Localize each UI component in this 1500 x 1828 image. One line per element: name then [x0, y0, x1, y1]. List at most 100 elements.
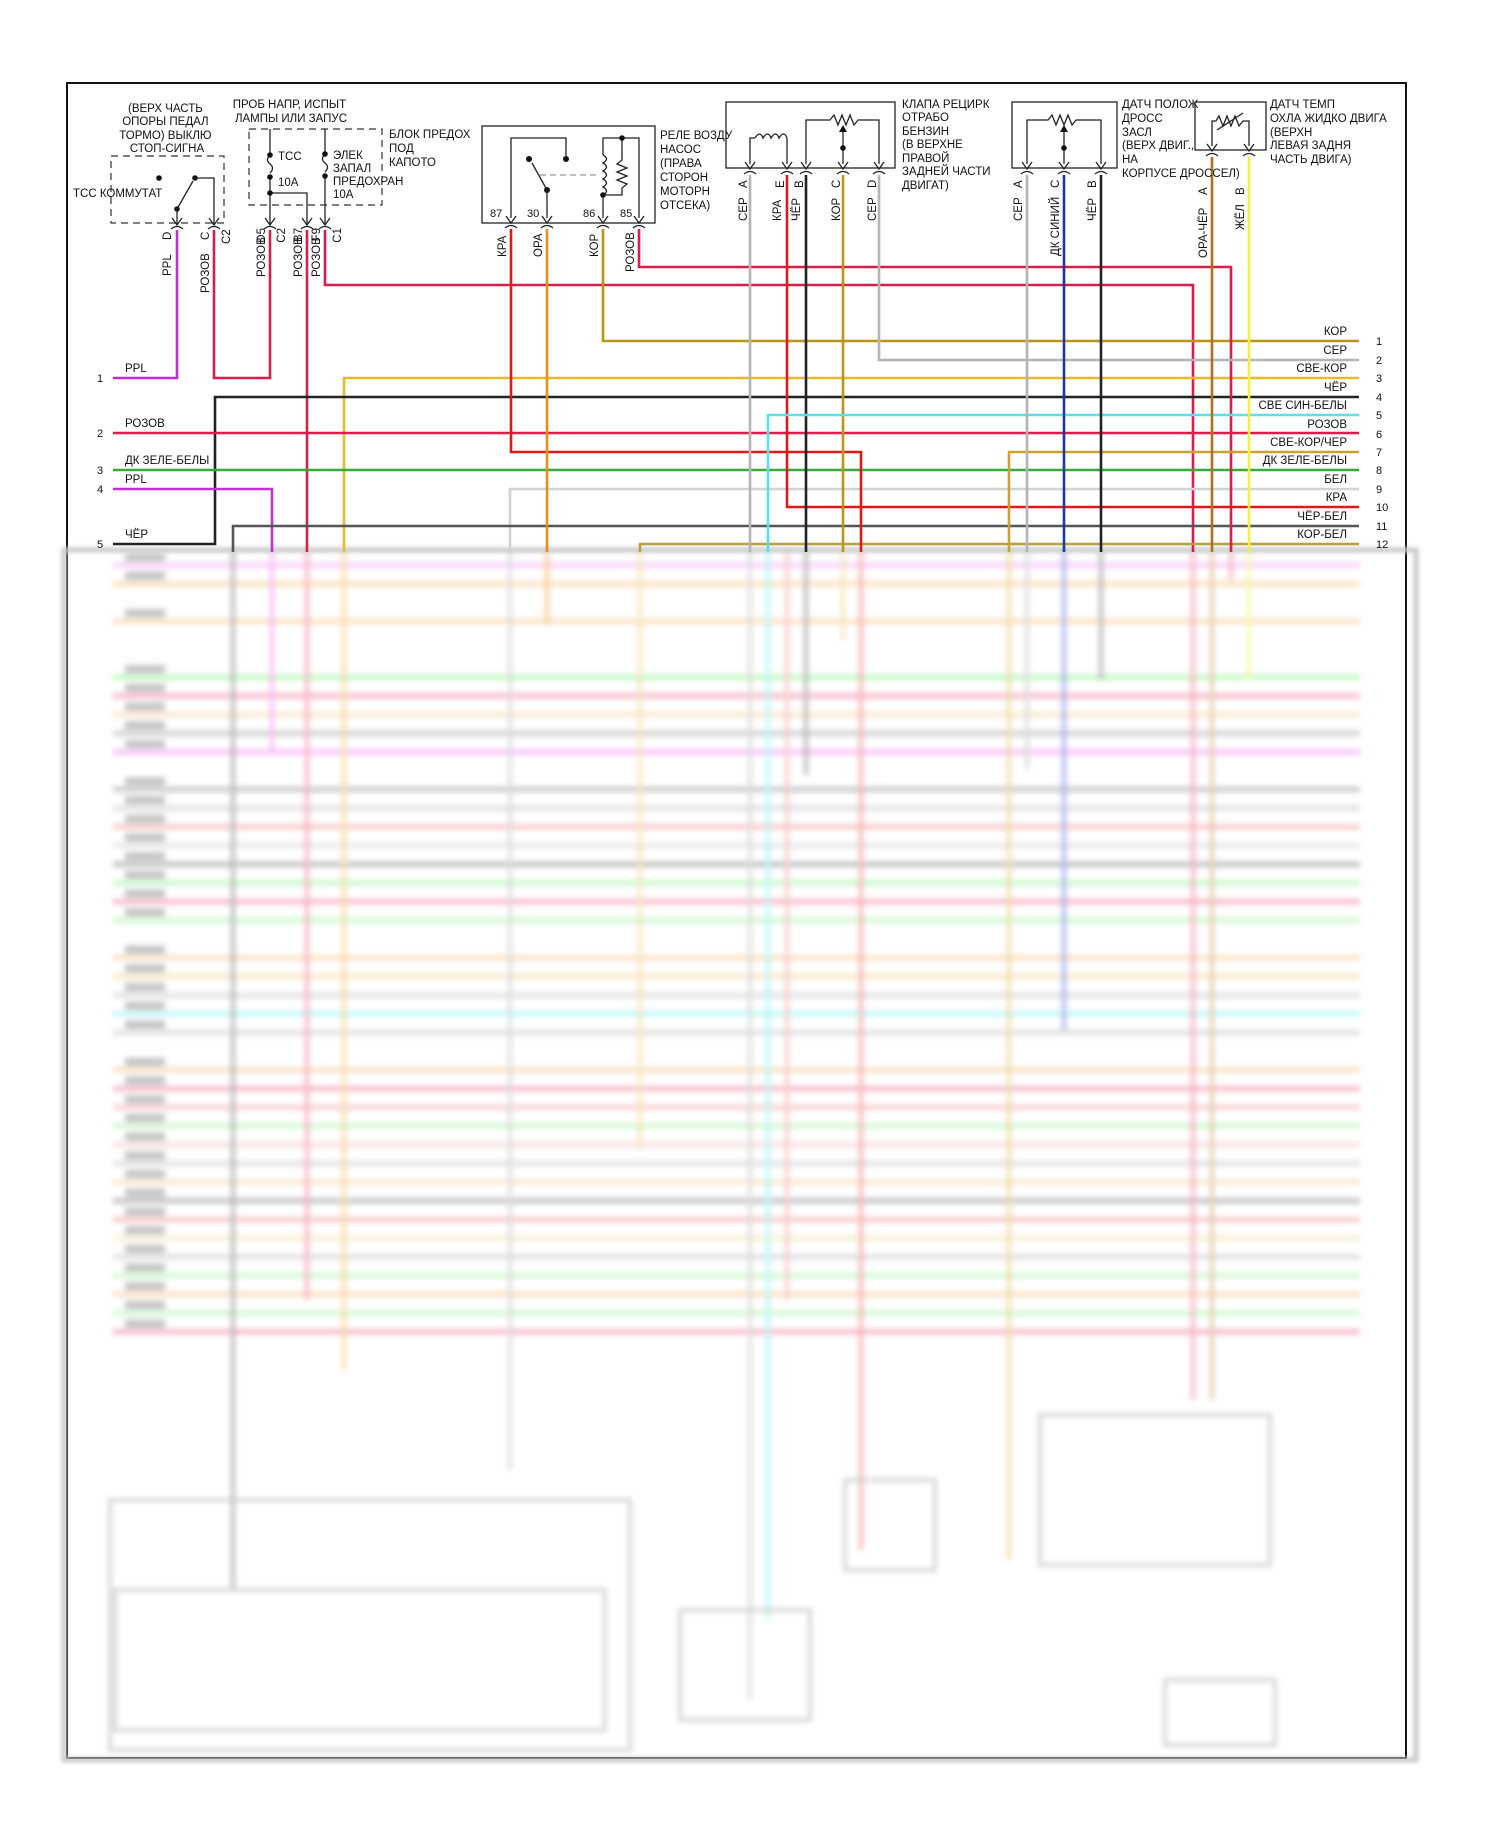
- wire-label: ДК СИНИЙ: [1049, 197, 1062, 256]
- connector-wire-label: РОЗОВ: [1307, 419, 1347, 431]
- connector-pin-number: 1: [97, 373, 103, 385]
- connector-pin-number: 7: [1376, 447, 1382, 459]
- wire: [1007, 450, 1359, 552]
- wire-label: СЕР: [738, 197, 750, 221]
- connector-pin-number: 3: [97, 465, 103, 477]
- potentiometer-icon: [1026, 113, 1102, 164]
- blurred-label: [125, 1095, 165, 1104]
- pin-a: A: [738, 180, 750, 188]
- connector-pin-number: 4: [1376, 392, 1382, 404]
- blurred-label: [125, 553, 165, 561]
- connector-wire-label: СВЕ-КОР: [1296, 363, 1347, 375]
- pin-b: B: [1235, 187, 1247, 195]
- blurred-label: [125, 983, 165, 992]
- blurred-label: [125, 1226, 165, 1235]
- fuse-tcc-rating: 10А: [278, 177, 299, 189]
- pin-c1: C1: [332, 228, 344, 243]
- wire: [877, 175, 1359, 362]
- blurred-component: [678, 1608, 812, 1722]
- wire: [601, 229, 1359, 343]
- air-pump-relay: 87 30 86 85 РЕЛЕ ВОЗДУ НАСОС (ПРАВА СТОР…: [481, 125, 735, 272]
- blurred-label: [125, 1001, 165, 1010]
- blurred-label: [125, 571, 165, 580]
- connector-wire-label: КРА: [1326, 492, 1348, 504]
- blurred-label: [125, 1114, 165, 1122]
- egr-valve-name: КЛАПА РЕЦИРК ОТРАБО БЕНЗИН (В ВЕРХНЕ ПРА…: [902, 99, 994, 192]
- wire: [766, 413, 1359, 552]
- blurred-label: [125, 702, 165, 711]
- right-connector: КОР 1 СЕР 2 СВЕ-КОР 3 ЧЁР 4 СВЕ СИН-БЕЛЫ 5 РОЗОВ 6 С…: [1259, 326, 1389, 551]
- wire-label: ЖЁЛ: [1235, 204, 1247, 230]
- connector-wire-label: ЧЁР: [1324, 382, 1347, 394]
- wire-label: РОЗОВ: [200, 253, 212, 293]
- tcc-switch-title: (ВЕРХ ЧАСТЬ ОПОРЫ ПЕДАЛ ТОРМО) ВЫКЛЮ СТО…: [119, 103, 214, 155]
- wire: [113, 487, 274, 552]
- connector-wire-label: ЧЁР: [125, 529, 148, 541]
- wire-label: ОРА-ЧЁР: [1198, 207, 1210, 258]
- blurred-label: [125, 964, 165, 973]
- pin-d: D: [867, 180, 879, 188]
- wires: [113, 157, 1359, 552]
- wire-label: РОЗОВ: [625, 232, 637, 272]
- connector-pin-number: 11: [1376, 521, 1387, 533]
- blurred-label: [125, 945, 165, 954]
- blurred-label: [125, 777, 165, 786]
- pin-30: 30: [527, 208, 539, 220]
- left-connector: 1 PPL 2 РОЗОВ 3 ДК ЗЕЛЕ-БЕЛЫ 4 PPL 5 ЧЁР: [97, 363, 209, 551]
- wire: [342, 376, 1359, 552]
- relay-name: РЕЛЕ ВОЗДУ НАСОС (ПРАВА СТОРОН МОТОРН ОТ…: [660, 130, 735, 212]
- wire-label: КРА: [772, 199, 784, 221]
- wire: [212, 230, 272, 380]
- connector-pin-number: 6: [1376, 429, 1382, 441]
- wire-label: ОРА: [533, 233, 545, 257]
- fuse-tcc-label: ТСС: [278, 151, 302, 163]
- blurred-label: [125, 609, 165, 618]
- blurred-label: [125, 1282, 165, 1291]
- blurred-label: [125, 1207, 165, 1216]
- underhood-fuse-block: ПРОБ НАПР, ИСПЫТ ЛАМПЫ ИЛИ ЗАПУС БЛОК ПР…: [233, 99, 474, 277]
- wire-label: РОЗОВ: [256, 237, 268, 277]
- blurred-label: [125, 889, 165, 898]
- blurred-label: [125, 1020, 165, 1029]
- blurred-label: [125, 1301, 165, 1309]
- connector-pin-number: 5: [97, 539, 103, 551]
- wire: [113, 230, 179, 380]
- relay-contact-icon: [531, 162, 548, 191]
- blurred-lower-diagram: [108, 550, 1360, 1752]
- connector-wire-label: PPL: [125, 474, 147, 486]
- resistor-icon: [603, 138, 629, 196]
- connector-wire-label: РОЗОВ: [125, 418, 165, 430]
- connector-wire-label: СВЕ-КОР/ЧЕР: [1270, 437, 1347, 449]
- relay-coil-icon: [601, 154, 608, 196]
- switch-contact-icon: [176, 180, 194, 210]
- blurred-label: [125, 796, 165, 805]
- fuse-ign-label: ЭЛЕК ЗАПАЛ ПРЕДОХРАН 10А: [333, 150, 407, 201]
- connector-wire-label: ДК ЗЕЛЕ-БЕЛЫ: [125, 455, 209, 467]
- wire: [508, 487, 1359, 552]
- blurred-component: [843, 1478, 937, 1572]
- connector-pin-number: 1: [1376, 336, 1382, 348]
- pin-c: C: [831, 180, 843, 188]
- wire-label: ЧЁР: [1087, 198, 1099, 221]
- blurred-label: [125, 740, 165, 748]
- wire-label: РОЗОВ: [311, 237, 323, 277]
- connector-wire-label: БЕЛ: [1324, 474, 1347, 486]
- blurred-label: [125, 852, 165, 861]
- fuse-block-name: БЛОК ПРЕДОХ ПОД КАПОТО: [389, 129, 474, 169]
- solenoid-coil-icon: [754, 133, 788, 140]
- wire-label: PPL: [162, 254, 174, 276]
- wire-label: КРА: [497, 235, 509, 257]
- fuse-block-title: ПРОБ НАПР, ИСПЫТ ЛАМПЫ ИЛИ ЗАПУС: [233, 99, 350, 125]
- blurred-label: [125, 908, 165, 917]
- connector-wire-label: ДК ЗЕЛЕ-БЕЛЫ: [1263, 455, 1347, 467]
- potentiometer-icon: [805, 113, 880, 164]
- pin-c: C: [1050, 180, 1062, 188]
- pin-c2: C2: [276, 228, 288, 243]
- blurred-label: [125, 1170, 165, 1179]
- connector-wire-label: КОР: [1324, 326, 1348, 338]
- blurred-component: [108, 1498, 632, 1752]
- blurred-label: [125, 1188, 165, 1197]
- pin-b: B: [1087, 180, 1099, 188]
- tcc-brake-switch: (ВЕРХ ЧАСТЬ ОПОРЫ ПЕДАЛ ТОРМО) ВЫКЛЮ СТО…: [73, 103, 233, 293]
